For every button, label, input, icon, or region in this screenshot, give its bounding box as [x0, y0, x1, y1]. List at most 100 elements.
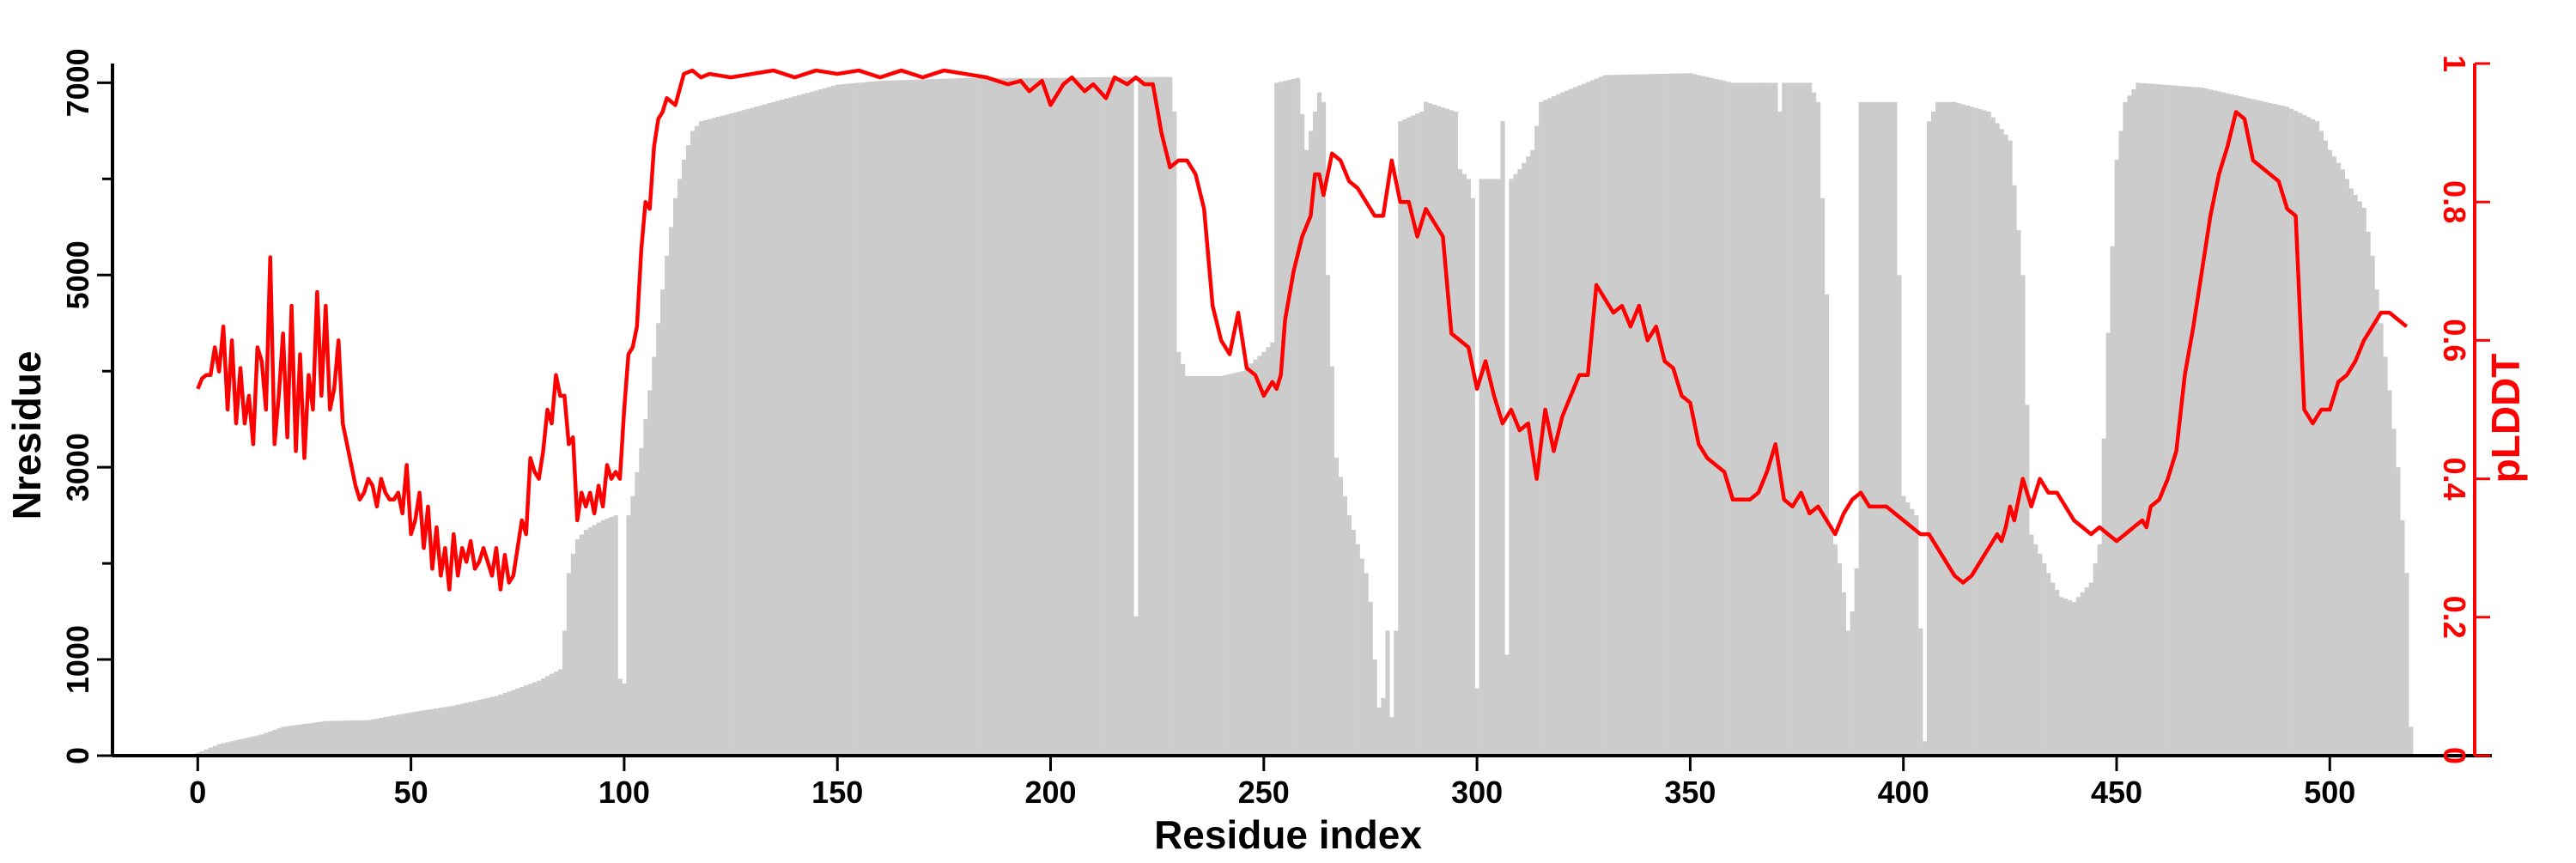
- bar-residue-331: [1607, 75, 1612, 756]
- bar-residue-292: [1440, 107, 1446, 757]
- bar-residue-297: [1461, 173, 1467, 757]
- bar-residue-274: [1364, 573, 1369, 756]
- bar-residue-441: [2075, 597, 2081, 756]
- bar-residue-459: [2153, 83, 2158, 756]
- bar-residue-28: [314, 722, 320, 756]
- bar-residue-327: [1589, 80, 1595, 757]
- bar-residue-509: [2366, 231, 2371, 756]
- bar-residue-77: [524, 685, 529, 756]
- bars-layer: [195, 73, 2414, 757]
- bar-residue-8: [229, 741, 234, 756]
- bar-residue-409: [1939, 101, 1945, 756]
- bar-residue-164: [895, 80, 900, 757]
- bar-residue-247: [1249, 363, 1254, 756]
- bar-residue-234: [1193, 375, 1199, 756]
- bar-residue-319: [1555, 94, 1561, 756]
- bar-residue-99: [617, 678, 623, 756]
- bar-residue-295: [1453, 111, 1459, 757]
- bar-residue-400: [1901, 495, 1906, 756]
- bar-residue-130: [750, 107, 755, 757]
- bar-residue-145: [813, 90, 819, 757]
- bar-residue-477: [2229, 94, 2234, 756]
- bar-residue-174: [937, 78, 943, 757]
- bar-residue-84: [553, 671, 559, 756]
- bar-residue-107: [652, 356, 657, 756]
- bar-residue-312: [1526, 156, 1531, 756]
- bar-residue-375: [1795, 82, 1800, 756]
- bar-residue-397: [1888, 101, 1893, 756]
- bar-residue-498: [2318, 131, 2324, 757]
- bar-residue-360: [1730, 82, 1735, 756]
- bar-residue-504: [2344, 179, 2349, 756]
- bar-residue-172: [928, 79, 934, 756]
- bar-residue-14: [255, 735, 260, 756]
- bar-residue-38: [357, 720, 362, 756]
- bar-residue-86: [562, 630, 568, 756]
- bar-residue-87: [566, 573, 572, 756]
- bar-residue-290: [1431, 104, 1437, 757]
- bar-residue-27: [310, 722, 316, 756]
- bar-residue-19: [276, 728, 282, 756]
- bar-residue-282: [1398, 121, 1403, 757]
- bar-residue-475: [2221, 92, 2226, 756]
- bar-residue-403: [1914, 515, 1919, 756]
- bar-residue-311: [1522, 162, 1527, 756]
- bar-residue-456: [2140, 82, 2145, 756]
- bar-residue-411: [1947, 101, 1953, 756]
- bar-residue-481: [2246, 98, 2251, 757]
- bar-residue-185: [984, 77, 989, 757]
- bar-residue-250: [1261, 351, 1267, 756]
- bar-residue-291: [1436, 106, 1442, 756]
- bar-residue-310: [1517, 169, 1522, 756]
- x-tick-label-350: 350: [1664, 775, 1716, 810]
- bar-residue-36: [349, 720, 354, 756]
- bar-residue-54: [426, 709, 431, 756]
- bar-residue-175: [941, 78, 947, 756]
- bar-residue-167: [908, 79, 913, 757]
- y-axis-right-title: pLDDT: [2483, 354, 2528, 483]
- bar-residue-171: [925, 79, 930, 757]
- bar-residue-309: [1513, 173, 1518, 757]
- bar-residue-178: [954, 78, 960, 756]
- y-right-tick-label-1: 1: [2437, 55, 2472, 72]
- bar-residue-299: [1470, 198, 1475, 757]
- bar-residue-204: [1065, 77, 1071, 757]
- bar-residue-215: [1112, 76, 1117, 757]
- bar-residue-209: [1086, 77, 1091, 757]
- bar-residue-95: [600, 520, 605, 756]
- bar-residue-318: [1552, 96, 1557, 756]
- bar-residue-225: [1155, 76, 1160, 757]
- bar-residue-196: [1031, 77, 1036, 757]
- bar-residue-340: [1645, 74, 1650, 756]
- bar-residue-220: [1133, 616, 1139, 756]
- bar-residue-437: [2058, 597, 2064, 756]
- bar-residue-495: [2306, 117, 2312, 756]
- bar-residue-407: [1930, 111, 1936, 757]
- bar-residue-483: [2255, 100, 2260, 757]
- bar-residue-342: [1654, 74, 1659, 757]
- bar-residue-402: [1910, 508, 1915, 756]
- bar-residue-193: [1018, 77, 1024, 757]
- bar-residue-436: [2054, 589, 2060, 756]
- bar-residue-355: [1709, 77, 1715, 757]
- bar-residue-334: [1619, 74, 1625, 757]
- bar-residue-6: [221, 743, 226, 756]
- bar-residue-507: [2357, 201, 2362, 756]
- bar-residue-248: [1253, 359, 1258, 756]
- bar-residue-103: [635, 471, 640, 756]
- bar-residue-484: [2259, 100, 2264, 756]
- bar-residue-492: [2293, 111, 2299, 757]
- bar-residue-487: [2272, 104, 2277, 756]
- bar-residue-35: [344, 720, 349, 756]
- bar-residue-197: [1036, 77, 1041, 757]
- bar-residue-177: [950, 78, 956, 757]
- bar-residue-344: [1662, 73, 1668, 757]
- bar-residue-412: [1952, 101, 1958, 756]
- bar-residue-267: [1334, 457, 1340, 756]
- bar-residue-2: [204, 749, 210, 756]
- bar-residue-431: [2033, 544, 2038, 756]
- bar-residue-230: [1176, 351, 1182, 756]
- bar-residue-46: [392, 715, 397, 756]
- bar-residue-152: [843, 83, 848, 757]
